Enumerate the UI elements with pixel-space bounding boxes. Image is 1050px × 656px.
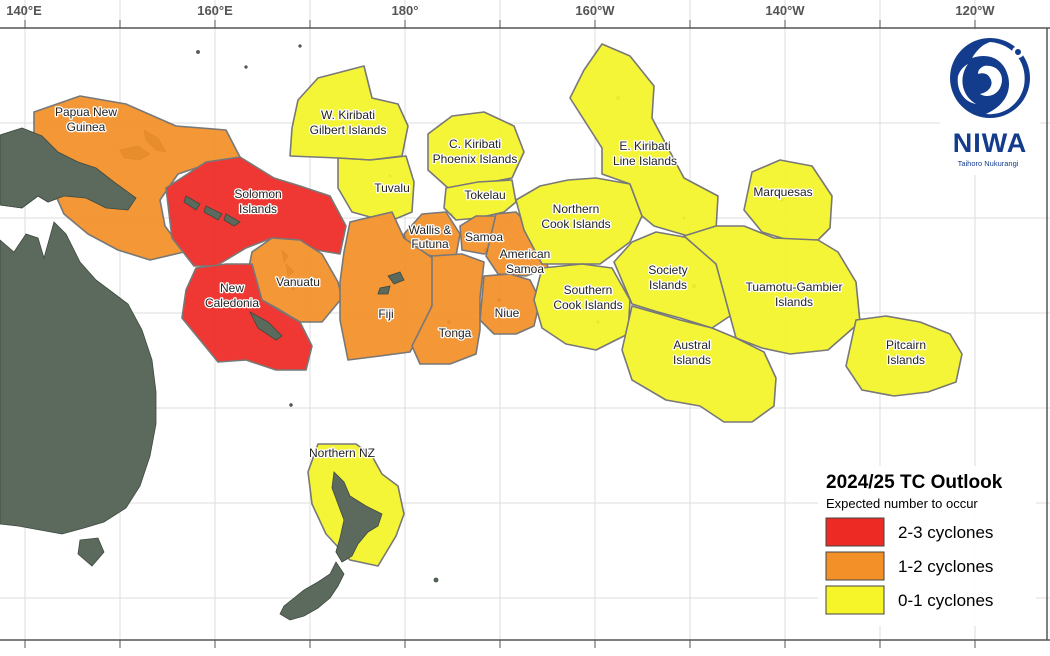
region-label: Pitcairn Islands xyxy=(886,338,926,367)
legend-swatch-0-1 xyxy=(825,585,885,615)
lon-tick-label: 160°W xyxy=(575,3,615,18)
region-papua-new-guinea[interactable] xyxy=(33,95,241,261)
new-caledonia-overlay xyxy=(249,311,283,341)
tasmania-landmass xyxy=(77,537,105,567)
nz-south-island-landmass xyxy=(279,561,345,621)
region-label: Tokelau xyxy=(464,188,505,202)
region-label: Austral Islands xyxy=(673,338,711,367)
region-w-kiribati[interactable] xyxy=(289,65,409,161)
australia-landmass xyxy=(0,221,157,535)
region-label: Northern Cook Islands xyxy=(541,202,610,231)
region-label: Marquesas xyxy=(753,185,812,199)
niwa-logo: NIWA Taihoro Nukurangi xyxy=(940,30,1040,175)
region-label: Samoa xyxy=(465,230,503,244)
nz-overlay-land xyxy=(0,127,405,563)
map-frame xyxy=(0,27,1050,641)
region-tuvalu[interactable] xyxy=(337,155,415,223)
region-northern-cook-islands[interactable] xyxy=(515,177,643,265)
frame-ticks xyxy=(24,20,976,648)
region-label: Society Islands xyxy=(648,263,687,292)
region-c-kiribati[interactable] xyxy=(427,111,525,189)
legend-subtitle: Expected number to occur xyxy=(826,496,978,511)
region-label: American Samoa xyxy=(500,247,551,276)
region-labels: Papua New Guinea Solomon Islands Vanuatu N… xyxy=(54,104,928,462)
lon-tick-label: 180° xyxy=(392,3,419,18)
forecast-regions xyxy=(33,43,963,567)
region-label: New Caledonia xyxy=(205,281,259,310)
region-label: Vanuatu xyxy=(276,275,320,289)
region-tonga[interactable] xyxy=(411,253,485,365)
niwa-swirl-icon xyxy=(950,38,1030,118)
longitude-labels: 140°E 160°E 180° 160°W 140°W 120°W xyxy=(6,3,995,18)
lon-tick-label: 120°W xyxy=(955,3,995,18)
lon-tick-label: 140°E xyxy=(6,3,42,18)
region-niue[interactable] xyxy=(479,273,541,335)
region-southern-cook-islands[interactable] xyxy=(533,263,631,351)
region-solomon-islands[interactable] xyxy=(165,156,347,267)
legend-title: 2024/25 TC Outlook xyxy=(826,472,1003,493)
region-label: Niue xyxy=(495,306,520,320)
legend-item-label: 0-1 cyclones xyxy=(898,591,993,610)
lon-tick-label: 140°W xyxy=(765,3,805,18)
legend: 2024/25 TC Outlook Expected number to oc… xyxy=(818,466,1036,626)
region-label: E. Kiribati Line Islands xyxy=(613,139,677,168)
region-label: W. Kiribati Gilbert Islands xyxy=(310,108,387,137)
legend-item-label: 2-3 cyclones xyxy=(898,523,993,542)
legend-swatch-2-3 xyxy=(825,517,885,547)
region-label: Wallis & Futuna xyxy=(409,223,452,251)
region-label: Fiji xyxy=(378,307,393,321)
png-overlay xyxy=(0,127,137,211)
legend-item-label: 1-2 cyclones xyxy=(898,557,993,576)
region-marquesas[interactable] xyxy=(743,159,833,241)
nz-north-island-overlay xyxy=(331,471,383,563)
logo-tagline: Taihoro Nukurangi xyxy=(958,159,1019,168)
lon-tick-label: 160°E xyxy=(197,3,233,18)
region-label: Tuamotu-Gambier Islands xyxy=(746,280,843,309)
region-pitcairn-islands[interactable] xyxy=(845,315,963,397)
region-label: Papua New Guinea xyxy=(55,105,117,134)
legend-swatch-1-2 xyxy=(825,551,885,581)
logo-name: NIWA xyxy=(953,128,1028,158)
region-label: C. Kiribati Phoenix Islands xyxy=(433,137,518,166)
region-label: Tonga xyxy=(439,326,472,340)
region-label: Tuvalu xyxy=(374,181,410,195)
region-label: Northern NZ xyxy=(309,446,375,460)
region-tokelau[interactable] xyxy=(443,179,517,221)
region-label: Solomon Islands xyxy=(234,187,281,216)
region-new-caledonia[interactable] xyxy=(181,263,313,371)
fiji-overlay xyxy=(377,271,405,295)
region-label: Southern Cook Islands xyxy=(553,283,622,312)
region-austral-islands[interactable] xyxy=(621,305,777,423)
solomon-overlay xyxy=(183,195,241,227)
